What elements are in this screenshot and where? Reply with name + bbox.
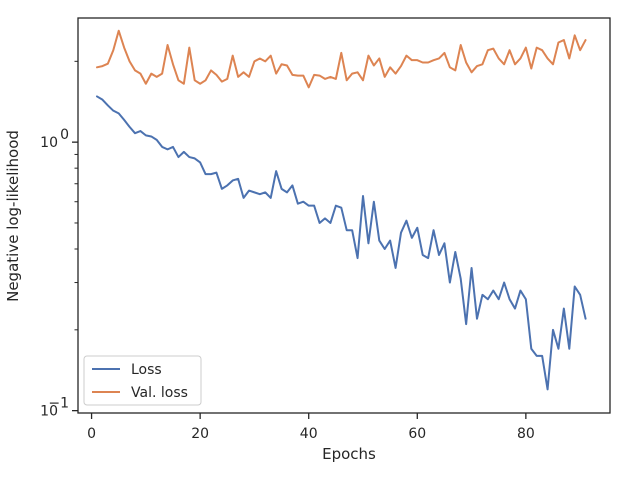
- y-tick-label: 10: [40, 135, 58, 151]
- axes-frame: [77, 17, 611, 414]
- x-tick-label: 80: [517, 426, 535, 442]
- legend-label-val-loss: Val. loss: [131, 385, 188, 401]
- series-line-val-loss: [96, 29, 587, 89]
- x-tick-label: 0: [87, 426, 96, 442]
- x-tick-label: 20: [191, 426, 209, 442]
- x-tick-label: 40: [300, 426, 318, 442]
- legend-label-loss: Loss: [131, 362, 162, 378]
- series-line-loss: [96, 95, 587, 391]
- y-tick-label-exponent: 0: [60, 127, 69, 143]
- x-axis-label: Epochs: [322, 445, 376, 463]
- y-tick-label-exponent: −1: [48, 396, 69, 412]
- legend: Loss Val. loss: [83, 355, 202, 406]
- y-axis-label: Negative log-likelihood: [4, 130, 22, 302]
- x-tick-label: 60: [408, 426, 426, 442]
- y-tick-label: 10: [40, 404, 58, 420]
